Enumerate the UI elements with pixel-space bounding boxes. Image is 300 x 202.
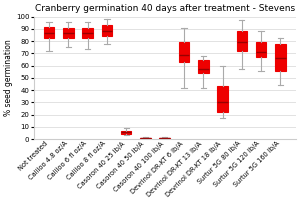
Y-axis label: % seed germination: % seed germination bbox=[4, 40, 13, 116]
PathPatch shape bbox=[102, 25, 112, 36]
PathPatch shape bbox=[236, 31, 247, 51]
PathPatch shape bbox=[198, 60, 208, 73]
PathPatch shape bbox=[44, 26, 54, 38]
PathPatch shape bbox=[256, 42, 266, 57]
PathPatch shape bbox=[159, 138, 170, 139]
PathPatch shape bbox=[275, 44, 286, 70]
PathPatch shape bbox=[217, 86, 228, 112]
Title: Cranberry germination 40 days after treatment - Stevens: Cranberry germination 40 days after trea… bbox=[35, 4, 295, 13]
PathPatch shape bbox=[179, 42, 189, 62]
PathPatch shape bbox=[82, 28, 93, 38]
PathPatch shape bbox=[140, 138, 151, 139]
PathPatch shape bbox=[121, 130, 131, 134]
PathPatch shape bbox=[63, 28, 74, 38]
